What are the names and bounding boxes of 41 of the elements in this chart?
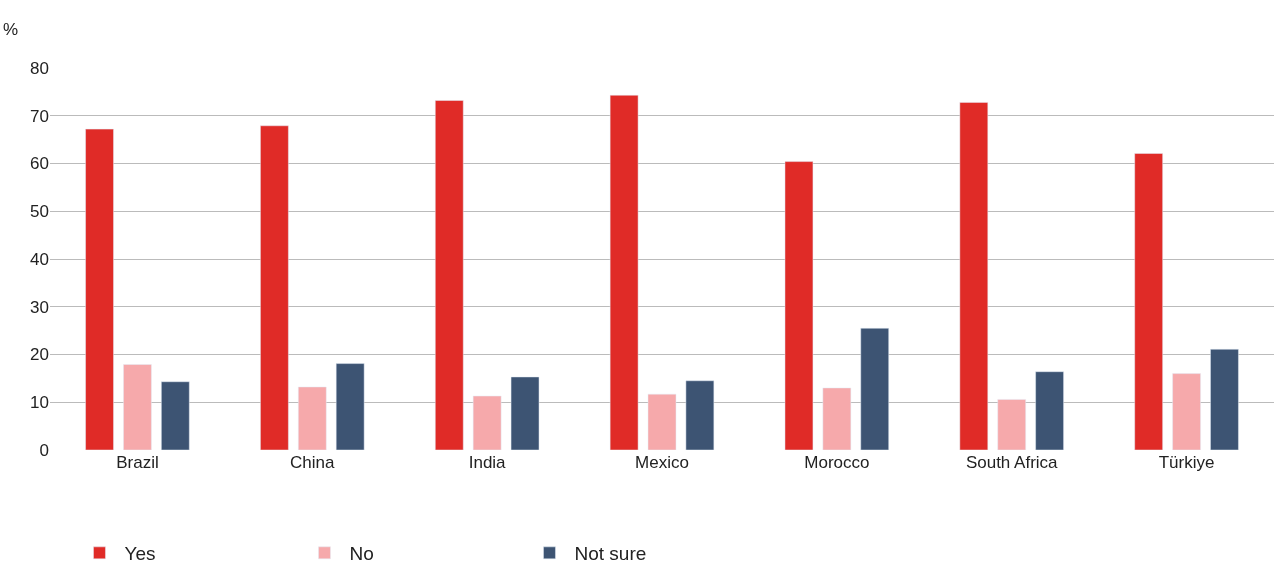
bar xyxy=(1134,153,1163,450)
y-tick-label: 70 xyxy=(30,106,49,126)
y-tick-label: 40 xyxy=(30,249,49,269)
legend-label: Yes xyxy=(124,543,156,565)
bar xyxy=(1172,373,1201,450)
y-tick-label: 10 xyxy=(30,393,49,413)
bar xyxy=(959,102,989,450)
bar xyxy=(1035,371,1064,450)
x-tick-label: India xyxy=(468,453,507,472)
bar xyxy=(510,376,540,450)
legend-label: No xyxy=(349,543,374,565)
y-tick-label: 20 xyxy=(30,345,49,365)
bar xyxy=(123,364,152,450)
bar xyxy=(822,387,852,450)
bar xyxy=(685,380,715,450)
bar xyxy=(1210,349,1239,450)
bar xyxy=(472,395,502,450)
y-tick-label: 80 xyxy=(30,58,49,78)
bar xyxy=(860,327,889,450)
bar xyxy=(609,94,639,450)
y-tick-label: 60 xyxy=(30,154,49,174)
x-tick-label: South Africa xyxy=(965,453,1059,472)
y-tick-label: 50 xyxy=(30,202,49,222)
bar xyxy=(260,125,289,450)
bar xyxy=(647,393,677,450)
x-tick-label: China xyxy=(290,453,336,472)
bar xyxy=(161,381,190,450)
bar xyxy=(435,100,464,450)
bar xyxy=(335,363,365,450)
y-tick-label: 30 xyxy=(30,297,49,317)
y-axis-title: % xyxy=(3,20,19,39)
bar xyxy=(298,386,327,450)
x-tick-label: Morocco xyxy=(804,453,870,472)
x-tick-label: Türkiye xyxy=(1158,453,1215,472)
y-tick-label: 0 xyxy=(39,440,49,460)
bar xyxy=(784,161,814,450)
legend-label: Not sure xyxy=(574,543,647,565)
x-tick-label: Mexico xyxy=(635,453,689,472)
bar xyxy=(85,128,114,450)
bar xyxy=(997,399,1026,450)
x-tick-label: Brazil xyxy=(116,453,159,472)
